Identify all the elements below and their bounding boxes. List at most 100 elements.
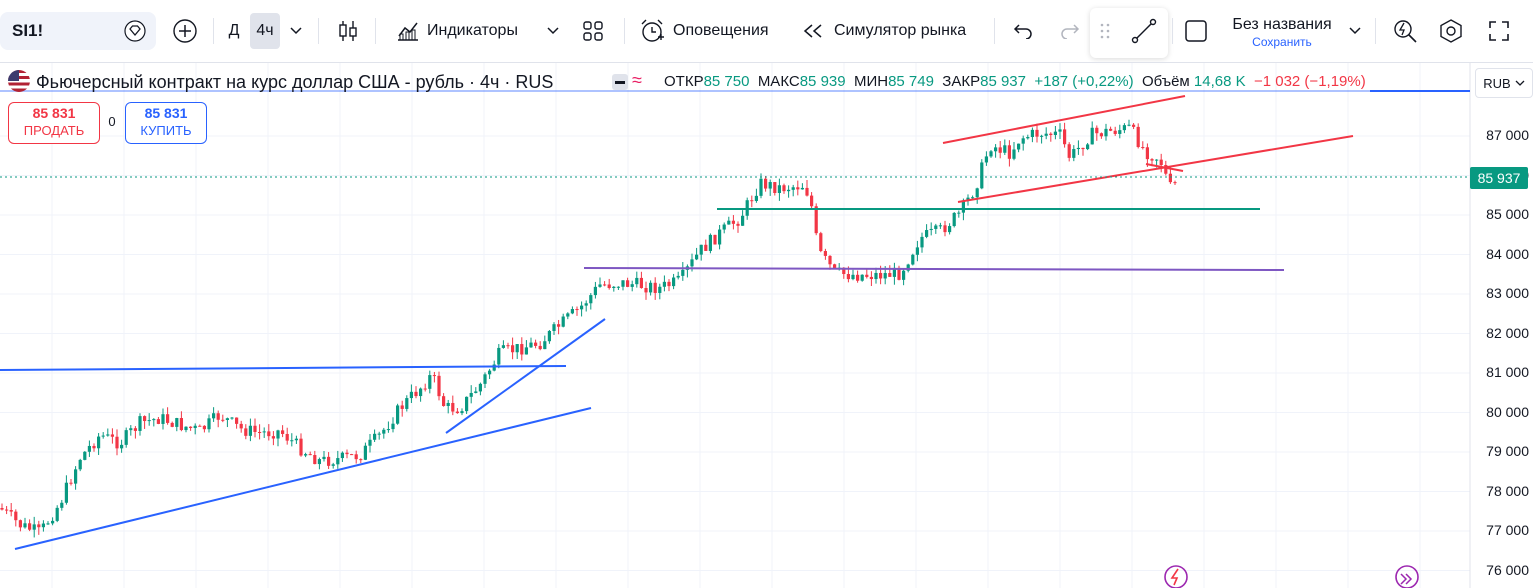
candle [1044, 133, 1048, 136]
add-symbol-icon[interactable] [170, 13, 200, 49]
candle [51, 520, 55, 524]
instrument-title[interactable]: Фьючерсный контракт на курс доллар США -… [36, 72, 554, 92]
candle [846, 274, 850, 280]
sell-button[interactable]: 85 831 ПРОДАТЬ [8, 102, 100, 144]
candle [975, 188, 979, 198]
candle [961, 200, 965, 213]
timeframe-day-button[interactable]: Д [228, 22, 240, 39]
candle [373, 433, 377, 440]
support-line[interactable] [583, 267, 1285, 271]
candle [713, 234, 717, 245]
layout-grid-icon[interactable] [578, 13, 608, 49]
candle [409, 391, 413, 399]
price-chart[interactable] [0, 63, 1533, 588]
candle [28, 523, 32, 530]
chevron-down-icon[interactable] [286, 13, 306, 49]
candle [161, 414, 165, 424]
candle [354, 454, 358, 460]
candle [483, 374, 487, 384]
candle [106, 434, 110, 436]
candle [538, 345, 542, 350]
replay-button[interactable]: Симулятор рынка [834, 22, 967, 39]
candle [920, 236, 924, 248]
candle [814, 206, 818, 234]
trend-line[interactable] [0, 365, 567, 371]
save-layout-link[interactable]: Сохранить [1252, 35, 1312, 49]
currency-selector[interactable]: RUB [1475, 68, 1533, 98]
candle [971, 197, 975, 199]
rewind-icon[interactable] [800, 13, 826, 49]
candle [1095, 127, 1099, 134]
candle [317, 459, 321, 465]
candle [883, 273, 887, 279]
candle [225, 418, 229, 420]
candle [258, 431, 262, 433]
alerts-button[interactable]: Оповещения [673, 22, 769, 39]
price-axis-tick: 84 000 [1486, 245, 1529, 262]
redo-icon[interactable] [1057, 13, 1083, 49]
indicators-icon[interactable] [393, 13, 423, 49]
candles-icon[interactable] [333, 13, 363, 49]
candle [888, 273, 892, 277]
candle [612, 286, 616, 289]
candle [1113, 130, 1117, 134]
candle [543, 341, 547, 350]
quick-search-icon[interactable] [1390, 13, 1420, 49]
candle [598, 284, 602, 287]
candle [782, 185, 786, 192]
toolbar-divider [0, 62, 1533, 63]
alarm-clock-icon[interactable] [637, 13, 667, 49]
candle [653, 282, 657, 293]
candle [906, 264, 910, 271]
candle [32, 524, 36, 530]
settings-hexagon-icon[interactable] [1436, 13, 1466, 49]
candle [736, 223, 740, 226]
candle [662, 281, 666, 287]
drag-handle-icon[interactable] [1096, 13, 1114, 49]
candle [156, 419, 160, 424]
candle [630, 284, 634, 287]
candle [0, 508, 4, 510]
chevron-down-icon [1515, 80, 1525, 86]
buy-button[interactable]: 85 831 КУПИТЬ [125, 102, 207, 144]
go-to-realtime-icon[interactable] [1395, 565, 1419, 588]
price-axis-tick: 78 000 [1486, 482, 1529, 499]
candle [1109, 128, 1113, 131]
indicators-button[interactable]: Индикаторы [427, 22, 518, 39]
candle [115, 436, 119, 449]
candle [331, 464, 335, 466]
timeframe-4h-button[interactable]: 4ч [250, 13, 280, 49]
candle [5, 509, 9, 511]
chevron-down-icon[interactable] [1345, 13, 1365, 49]
fullscreen-icon[interactable] [1484, 13, 1514, 49]
candle [570, 309, 574, 314]
candle [957, 212, 961, 214]
layout-square-icon[interactable] [1182, 13, 1210, 49]
diamond-icon[interactable] [120, 13, 150, 49]
undo-icon[interactable] [1010, 13, 1036, 49]
channel-line[interactable] [1145, 163, 1184, 172]
candle [1168, 173, 1172, 183]
candle [9, 510, 13, 512]
minus-icon[interactable] [612, 74, 628, 90]
chevron-down-icon[interactable] [543, 13, 563, 49]
candle [879, 272, 883, 279]
candle [212, 413, 216, 419]
channel-line[interactable] [942, 95, 1186, 144]
candle [110, 434, 114, 437]
channel-line[interactable] [957, 135, 1354, 203]
approx-icon[interactable]: ≈ [632, 70, 642, 90]
candle [1067, 144, 1071, 158]
candle [1104, 128, 1108, 137]
candle [294, 438, 298, 441]
layout-name[interactable]: Без названия [1232, 16, 1332, 33]
divider [1172, 18, 1173, 44]
candle [1150, 159, 1154, 161]
bolt-icon[interactable] [1164, 565, 1188, 588]
trend-line[interactable] [14, 407, 592, 550]
symbol-label[interactable]: SI1! [12, 21, 44, 40]
candle [143, 416, 147, 422]
trend-line-tool-icon[interactable] [1128, 13, 1160, 49]
candle [750, 200, 754, 202]
trend-line[interactable] [445, 318, 606, 434]
